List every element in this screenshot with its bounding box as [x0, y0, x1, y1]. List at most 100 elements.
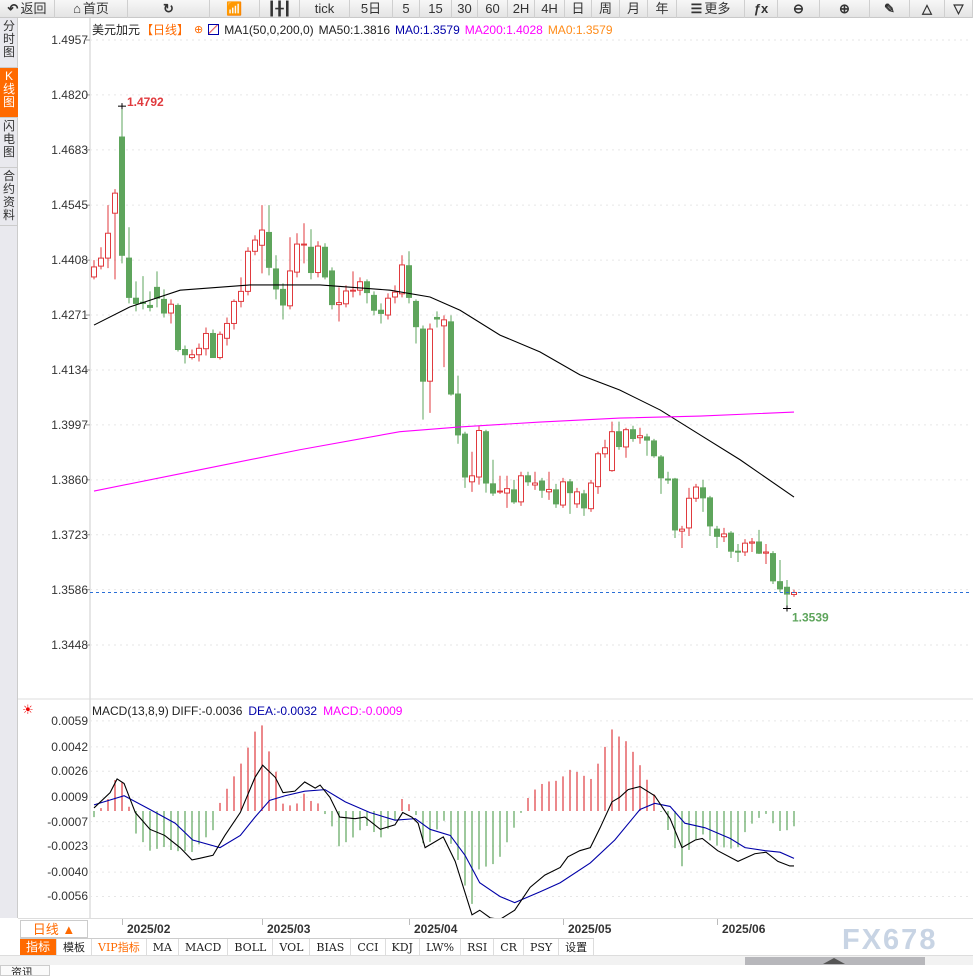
toolbar-label: 30	[457, 1, 472, 16]
candle-up	[588, 482, 594, 510]
toolbar-button-zoom-in[interactable]: ⊕	[820, 0, 870, 18]
ma-indicator-icon[interactable]	[208, 24, 220, 35]
indicator-tab[interactable]: CCI	[351, 939, 386, 957]
candle-down	[644, 436, 650, 441]
toolbar-button-refresh[interactable]: ↻	[128, 0, 210, 18]
horizontal-scrollbar[interactable]	[0, 955, 973, 965]
sidebar-tab-3[interactable]: 合约资料	[0, 168, 18, 226]
candle-down	[154, 286, 160, 299]
candle-down	[161, 298, 167, 314]
sidebar-tab-0[interactable]: 分时图	[0, 18, 18, 68]
toolbar-button-5[interactable]: tick	[300, 0, 350, 18]
macd-tick-label: 0.0026	[51, 764, 88, 779]
toolbar-button-0[interactable]: ↶ 返回	[0, 0, 55, 18]
candle-up	[315, 245, 321, 274]
candle-down	[280, 288, 286, 306]
candle-down	[756, 541, 762, 554]
toolbar-button-6[interactable]: 5日	[350, 0, 393, 18]
candle-down	[651, 440, 657, 457]
candlestick-icon: ┃╂┃	[267, 1, 292, 16]
candle-up	[742, 542, 748, 553]
toolbar-button-11[interactable]: 2H	[508, 0, 535, 18]
toolbar-button-13[interactable]: 日	[565, 0, 592, 18]
toolbar-label: 首页	[82, 1, 109, 16]
settings-circle-icon[interactable]: ⊕	[194, 24, 204, 36]
candle-up	[679, 528, 685, 532]
toolbar-button-fx[interactable]: ƒx	[745, 0, 778, 18]
price-tick-label: 1.3448	[51, 638, 88, 652]
x-tick	[262, 919, 263, 925]
candle-up	[350, 289, 356, 292]
toolbar-button-pen[interactable]: ✎	[870, 0, 910, 18]
candle-down	[364, 281, 370, 294]
indicator-tab[interactable]: BOLL	[228, 939, 274, 957]
indicator-tab[interactable]: 设置	[559, 939, 595, 957]
indicator-tab[interactable]: VIP指标	[92, 939, 147, 957]
toolbar-button-zoom-out[interactable]: ⊖	[778, 0, 820, 18]
home-icon: ⌂	[73, 1, 81, 16]
fx-icon: ƒx	[753, 1, 769, 16]
indicator-tab[interactable]: 模板	[57, 939, 93, 957]
candlestick-chart[interactable]: 1.4792 1.3539	[0, 0, 973, 918]
indicator-tab[interactable]: RSI	[461, 939, 495, 957]
sidebar-tab-1[interactable]: K线图	[0, 68, 18, 118]
toolbar-label: 4H	[541, 1, 558, 16]
indicator-tab[interactable]: PSY	[524, 939, 560, 957]
candle-down	[553, 489, 559, 505]
macd-settings-sun-icon[interactable]: ☀	[22, 702, 34, 717]
menu-icon: ☰	[690, 1, 703, 16]
indicator-tab[interactable]: MA	[147, 939, 179, 957]
macd-tick-label: -0.0056	[47, 889, 88, 904]
ma200-line	[93, 411, 795, 492]
candle-up	[252, 239, 258, 252]
indicator-tab[interactable]: 指标	[20, 939, 58, 957]
toolbar-button-candlestick[interactable]: ┃╂┃	[260, 0, 300, 18]
toolbar-button-triangle-up[interactable]: △	[910, 0, 945, 18]
indicator-chart-icon: 📶	[226, 1, 243, 16]
candle-down	[658, 456, 664, 479]
candle-down	[735, 550, 741, 553]
news-tab[interactable]: 资讯	[0, 965, 50, 976]
toolbar-label: tick	[314, 1, 335, 16]
triangle-down-icon: ▽	[953, 1, 964, 16]
toolbar-button-1[interactable]: ⌂ 首页	[55, 0, 128, 18]
candle-up	[294, 243, 300, 273]
price-tick-label: 1.4957	[51, 33, 88, 47]
toolbar-button-7[interactable]: 5	[393, 0, 420, 18]
sidebar-tab-2[interactable]: 闪电图	[0, 118, 18, 168]
candle-up	[287, 270, 293, 307]
toolbar-button-indicator-chart[interactable]: 📶	[210, 0, 260, 18]
toolbar-label: 月	[626, 1, 640, 16]
candle-down	[707, 497, 713, 527]
toolbar-button-17[interactable]: ☰ 更多	[677, 0, 745, 18]
toolbar-button-9[interactable]: 30	[452, 0, 478, 18]
indicator-tab[interactable]: KDJ	[386, 939, 420, 957]
indicator-tab[interactable]: VOL	[273, 939, 311, 957]
toolbar-button-16[interactable]: 年	[648, 0, 677, 18]
candle-down	[147, 304, 153, 308]
toolbar-button-15[interactable]: 月	[620, 0, 648, 18]
candle-up	[217, 333, 223, 359]
candle-up	[98, 257, 104, 267]
candle-up	[231, 300, 237, 324]
indicator-tab[interactable]: CR	[494, 939, 524, 957]
indicator-tab[interactable]: BIAS	[310, 939, 352, 957]
indicator-tab[interactable]: LW%	[420, 939, 462, 957]
period-selector-button[interactable]: 日线 ▲	[20, 920, 88, 938]
toolbar-button-12[interactable]: 4H	[535, 0, 565, 18]
macd-value: MACD:-0.0009	[323, 704, 403, 718]
ma0-value-2: MA0:1.3579	[547, 22, 613, 37]
scrollbar-thumb[interactable]	[745, 957, 925, 965]
toolbar-label: 5	[402, 1, 410, 16]
candle-down	[266, 231, 272, 268]
candle-down	[308, 246, 314, 274]
toolbar-button-10[interactable]: 60	[478, 0, 508, 18]
toolbar-button-8[interactable]: 15	[420, 0, 452, 18]
toolbar-button-14[interactable]: 周	[592, 0, 620, 18]
candle-up	[441, 319, 447, 327]
symbol-name: 美元加元	[92, 23, 141, 37]
price-tick-label: 1.4271	[51, 308, 88, 323]
indicator-tab[interactable]: MACD	[179, 939, 229, 957]
ma0-value: MA0:1.3579	[395, 22, 460, 37]
candle-up	[238, 290, 244, 302]
